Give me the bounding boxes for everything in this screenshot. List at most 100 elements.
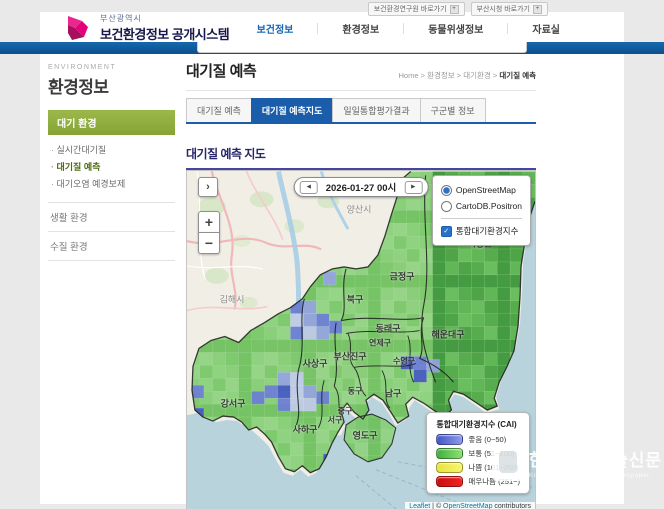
sidebar-menu: 실시간대기질 대기질 예측 대기오염 예경보제: [48, 135, 175, 204]
legend-swatch-good: [436, 434, 464, 445]
site-logo[interactable]: 부산광역시 보건환경정보 공개시스템: [66, 13, 230, 43]
breadcrumb-env[interactable]: 환경정보: [427, 71, 455, 80]
page-title: 대기질 예측: [186, 63, 257, 80]
district-label: 사하구: [292, 424, 318, 435]
breadcrumb: Home > 환경정보 > 대기환경 > 대기질 예측: [398, 70, 536, 81]
district-label: 동래구: [375, 323, 401, 334]
legend-label: 보통 (51~100): [468, 449, 515, 458]
quicklink-research-institute[interactable]: 보건환경연구원 바로가기 +: [367, 2, 465, 16]
quicklink-label: 보건환경연구원 바로가기: [373, 6, 447, 13]
prev-date-button[interactable]: ◀: [299, 180, 318, 194]
checkbox-checked-icon[interactable]: ✓: [440, 225, 452, 237]
sidebar-title: 환경정보: [48, 78, 109, 97]
layer-label: CartoDB.Positron: [455, 201, 522, 212]
sidebar-item-realtime-air[interactable]: 실시간대기질: [51, 142, 172, 159]
nav-health-info[interactable]: 보건정보: [256, 25, 294, 36]
legend-label: 매우나쁨 (251~): [468, 477, 520, 486]
map-expand-button[interactable]: ›: [198, 177, 218, 197]
sidebar-category-air[interactable]: 대기 환경: [48, 110, 175, 135]
layer-label: 통합대기환경지수: [455, 226, 519, 237]
city-label: 김해시: [219, 294, 245, 305]
attribution-suffix: contributors: [492, 503, 531, 509]
date-navigator: ◀ 2026-01-27 00시 ▶: [293, 177, 429, 197]
nav-separator: [317, 23, 319, 34]
nav-separator: [403, 23, 405, 34]
legend-title: 통합대기환경지수 (CAI): [436, 420, 517, 429]
layer-option-cai-overlay[interactable]: ✓ 통합대기환경지수: [440, 223, 522, 239]
plus-icon: +: [533, 4, 542, 14]
nav-animal-hygiene-info[interactable]: 동물위생정보: [428, 25, 484, 36]
sidebar-item-living-env[interactable]: 생활 환경: [48, 203, 175, 233]
layer-option-osm[interactable]: OpenStreetMap: [440, 182, 522, 198]
main-content: 대기질 예측 Home > 환경정보 > 대기환경 > 대기질 예측 대기질 예…: [186, 60, 536, 509]
global-nav: 보건정보 환경정보 동물위생정보 자료실: [233, 21, 584, 36]
logo-text: 부산광역시 보건환경정보 공개시스템: [100, 13, 230, 43]
sidebar-item-air-forecast[interactable]: 대기질 예측: [51, 159, 172, 176]
legend-item-bad: 나쁨 (101~250): [436, 462, 520, 473]
layer-control: OpenStreetMap CartoDB.Positron ✓ 통합대기환경지…: [431, 175, 531, 247]
district-label: 금정구: [389, 271, 415, 282]
legend-swatch-very-bad: [436, 476, 464, 487]
layer-divider: [440, 218, 522, 220]
district-label: 사상구: [302, 358, 328, 369]
breadcrumb-sep: >: [454, 71, 464, 80]
title-row: 대기질 예측 Home > 환경정보 > 대기환경 > 대기질 예측: [186, 60, 536, 91]
sidebar-eyebrow: ENVIRONMENT: [48, 64, 117, 71]
nav-dropdown-panel: [197, 42, 527, 53]
district-label: 해운대구: [431, 329, 465, 340]
quicklink-city-hall[interactable]: 부산시청 바로가기 +: [470, 2, 548, 16]
logo-city: 부산광역시: [100, 14, 142, 23]
forecast-datetime: 2026-01-27 00시: [325, 183, 397, 194]
nav-environment-info[interactable]: 환경정보: [342, 25, 380, 36]
breadcrumb-air[interactable]: 대기환경: [463, 71, 491, 80]
layer-label: OpenStreetMap: [455, 185, 516, 195]
section-title: 대기질 예측 지도: [186, 145, 536, 170]
tab-air-forecast[interactable]: 대기질 예측: [186, 98, 252, 122]
osm-link[interactable]: OpenStreetMap: [443, 503, 493, 509]
map-zoom-out-button[interactable]: −: [198, 232, 220, 254]
leaflet-link[interactable]: Leaflet: [409, 503, 431, 509]
plus-icon: +: [449, 4, 459, 14]
breadcrumb-home[interactable]: Home: [398, 71, 419, 80]
breadcrumb-current: 대기질 예측: [499, 71, 536, 80]
district-label: 서구: [327, 415, 343, 425]
nav-separator: [507, 23, 509, 34]
logo-title: 보건환경정보 공개시스템: [100, 27, 230, 42]
busan-ribbon-icon: [68, 16, 88, 40]
map-zoom-in-button[interactable]: +: [198, 211, 220, 233]
nav-resources[interactable]: 자료실: [532, 25, 560, 36]
sidebar-item-water-env[interactable]: 수질 환경: [48, 232, 175, 262]
header: 부산광역시 보건환경정보 공개시스템 보건정보 환경정보 동물위생정보 자료실: [40, 12, 624, 42]
district-label: 남구: [384, 388, 402, 399]
legend-item-normal: 보통 (51~100): [436, 448, 520, 459]
next-date-button[interactable]: ▶: [404, 180, 423, 194]
legend-label: 좋음 (0~50): [468, 435, 507, 444]
tab-daily-evaluation[interactable]: 일일통합평가결과: [332, 98, 421, 122]
legend-item-good: 좋음 (0~50): [436, 434, 520, 445]
radio-icon[interactable]: [440, 200, 452, 212]
tab-bar: 대기질 예측 대기질 예측지도 일일통합평가결과 구군별 정보: [186, 98, 536, 124]
map-attribution: Leaflet | © OpenStreetMap contributors: [405, 502, 535, 509]
top-quick-links: 보건환경연구원 바로가기 + 부산시청 바로가기 +: [367, 2, 548, 16]
city-label: 양산시: [346, 204, 372, 215]
legend-label: 나쁨 (101~250): [468, 463, 519, 472]
forecast-map[interactable]: 양산시 김해시 기장군 금정구 북구 동래구 해운대구 연제구 수영구 부산진구…: [186, 170, 536, 509]
cai-legend: 통합대기환경지수 (CAI) 좋음 (0~50) 보통 (51~100) 나쁨 …: [426, 412, 530, 494]
district-label: 연제구: [368, 338, 392, 348]
sidebar-item-air-alert[interactable]: 대기오염 예경보제: [51, 176, 172, 193]
legend-swatch-normal: [436, 448, 464, 459]
district-label: 북구: [346, 294, 364, 305]
district-label: 부산진구: [333, 351, 367, 362]
radio-selected-icon[interactable]: [440, 184, 452, 196]
attribution-sep: | ©: [430, 503, 444, 509]
sidebar: ENVIRONMENT 환경정보 대기 환경 실시간대기질 대기질 예측 대기오…: [48, 64, 175, 262]
legend-swatch-bad: [436, 462, 464, 473]
legend-item-very-bad: 매우나쁨 (251~): [436, 476, 520, 487]
district-label: 동구: [347, 386, 363, 396]
tab-forecast-map[interactable]: 대기질 예측지도: [250, 98, 334, 122]
breadcrumb-sep: >: [418, 71, 428, 80]
breadcrumb-sep: >: [490, 71, 500, 80]
tab-district-info[interactable]: 구군별 정보: [419, 98, 486, 122]
layer-option-cartodb[interactable]: CartoDB.Positron: [440, 198, 522, 214]
